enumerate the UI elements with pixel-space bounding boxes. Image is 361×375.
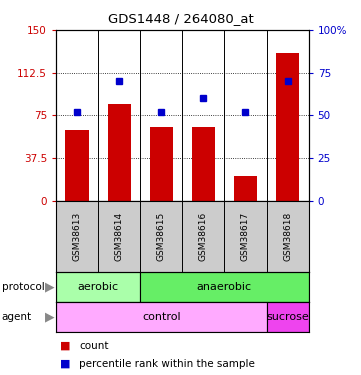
Text: ▶: ▶ [45,280,55,293]
Bar [56,272,140,302]
Text: control: control [142,312,180,322]
Text: GSM38617: GSM38617 [241,211,250,261]
Text: GSM38613: GSM38613 [73,211,82,261]
Bar [192,127,215,201]
Text: agent: agent [2,312,32,322]
Text: protocol: protocol [2,282,44,292]
Text: ■: ■ [60,341,70,351]
Text: ▶: ▶ [45,310,55,323]
Text: aerobic: aerobic [78,282,119,292]
Text: GSM38615: GSM38615 [157,211,166,261]
Bar [234,176,257,201]
Bar [266,302,309,332]
Text: sucrose: sucrose [266,312,309,322]
Text: GSM38618: GSM38618 [283,211,292,261]
Bar [56,302,266,332]
Bar [108,104,131,201]
Bar [65,130,88,201]
Bar [276,53,299,201]
Text: ■: ■ [60,359,70,369]
Bar [150,127,173,201]
Text: percentile rank within the sample: percentile rank within the sample [79,359,255,369]
Text: count: count [79,341,109,351]
Text: GSM38616: GSM38616 [199,211,208,261]
Bar [140,272,309,302]
Text: GDS1448 / 264080_at: GDS1448 / 264080_at [108,12,253,25]
Text: GSM38614: GSM38614 [115,211,123,261]
Text: anaerobic: anaerobic [197,282,252,292]
